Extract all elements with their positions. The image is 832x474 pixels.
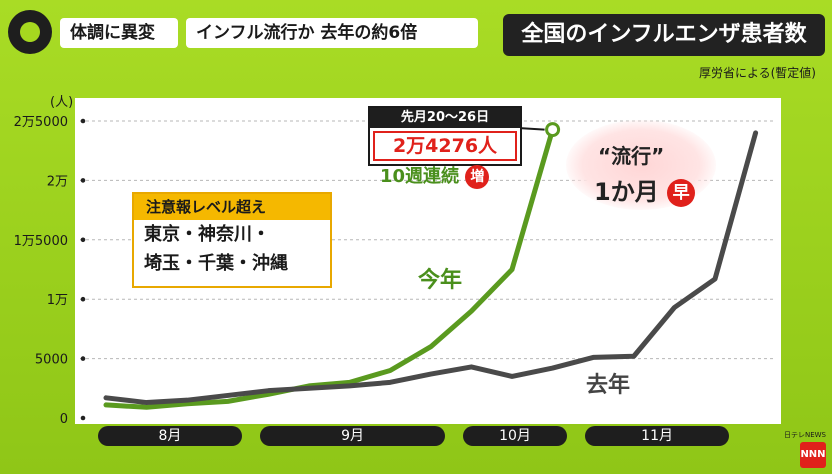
y-tick-dot-3 <box>80 237 86 243</box>
bubble-top-text: “流行” <box>598 144 665 168</box>
y-tick-dot-1 <box>80 356 86 361</box>
nnn-logo: NNN <box>800 442 826 468</box>
weeks-text: 10週連続 <box>380 166 460 187</box>
y-tick-dot-0 <box>80 415 86 421</box>
alert-title: 注意報レベル超え <box>134 194 330 220</box>
y-tick-label-0: 0 <box>60 412 68 427</box>
y-tick-label-5: 2万5000 <box>14 115 68 130</box>
series-line-1 <box>103 130 759 406</box>
network-label: 日テレNEWS <box>783 431 826 439</box>
callout-value: 2万4276人 <box>373 131 517 161</box>
series-label-last-year: 去年 <box>586 373 631 398</box>
alert-level-box: 注意報レベル超え 東京・神奈川・ 埼玉・千葉・沖縄 <box>132 192 332 288</box>
chart-title: 全国のインフルエンザ患者数 <box>503 14 825 56</box>
headline-tag-1: 体調に異変 <box>60 18 178 48</box>
increase-badge: 増 <box>465 165 490 189</box>
source-note: 厚労省による(暫定値) <box>698 66 816 80</box>
series-line-0 <box>103 127 556 410</box>
headline-tag-2: インフル流行か 去年の約6倍 <box>186 18 478 48</box>
callout-pointer <box>517 127 545 131</box>
logo-icon <box>8 10 52 54</box>
alert-line-1: 東京・神奈川・ <box>144 224 270 245</box>
y-tick-dot-2 <box>80 296 86 302</box>
y-unit-label: (人) <box>50 95 73 110</box>
bubble-bottom: 1か月 早 <box>594 172 696 207</box>
month-label-2: 10月 <box>463 426 567 446</box>
bubble-bottom-text: 1か月 <box>594 178 659 206</box>
early-badge: 早 <box>667 179 696 207</box>
y-tick-label-1: 5000 <box>35 353 68 368</box>
month-label-3: 11月 <box>585 426 729 446</box>
month-label-0: 8月 <box>98 426 242 446</box>
latest-point-marker <box>545 122 561 138</box>
latest-value-callout: 先月20〜26日 2万4276人 <box>368 106 522 166</box>
y-tick-label-2: 1万 <box>47 293 68 308</box>
month-label-1: 9月 <box>260 426 445 446</box>
series-label-this-year: 今年 <box>418 268 463 293</box>
y-tick-dot-4 <box>80 178 86 183</box>
callout-period: 先月20〜26日 <box>370 108 520 128</box>
consecutive-weeks: 10週連続 増 <box>380 162 490 189</box>
y-tick-label-3: 1万5000 <box>14 234 68 249</box>
y-tick-label-4: 2万 <box>47 174 68 189</box>
alert-line-2: 埼玉・千葉・沖縄 <box>144 253 288 274</box>
y-tick-dot-5 <box>80 118 86 124</box>
